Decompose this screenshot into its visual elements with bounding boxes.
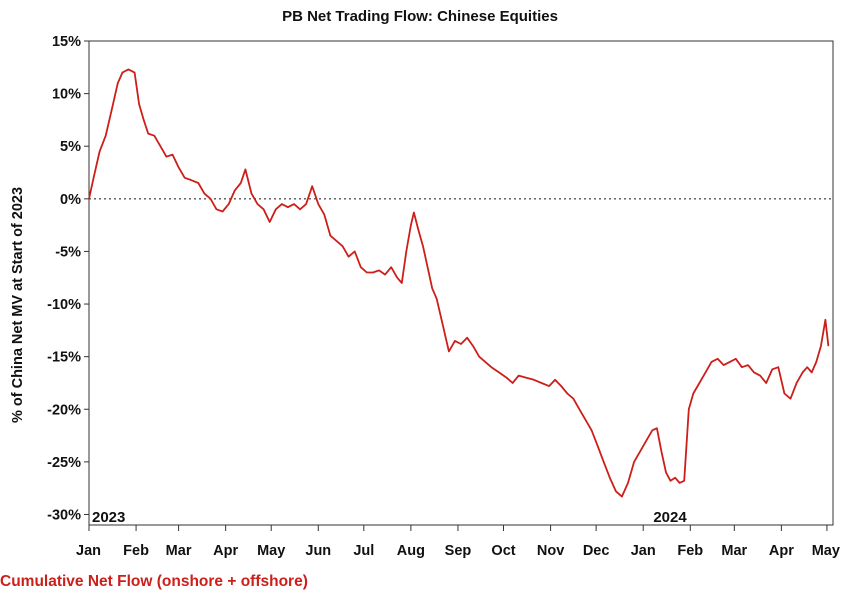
- x-tick-label: Mar: [721, 543, 747, 559]
- x-tick-label: Aug: [397, 543, 425, 559]
- x-tick-label: Jan: [76, 543, 101, 559]
- x-tick-label: May: [257, 543, 285, 559]
- x-tick-label: Jun: [305, 543, 331, 559]
- x-tick-label: Nov: [537, 543, 564, 559]
- x-tick-label: Feb: [123, 543, 149, 559]
- x-tick-label: Apr: [213, 543, 238, 559]
- year-label-2024: 2024: [653, 509, 687, 526]
- x-tick-label: Sep: [445, 543, 472, 559]
- y-tick-label: -30%: [47, 507, 81, 523]
- y-tick-label: 5%: [60, 139, 81, 155]
- chart-title: PB Net Trading Flow: Chinese Equities: [282, 8, 558, 25]
- y-tick-label: -20%: [47, 402, 81, 418]
- x-tick-label: Oct: [491, 543, 515, 559]
- y-tick-label: 10%: [52, 87, 81, 103]
- x-tick-label: Mar: [166, 543, 192, 559]
- x-tick-label: May: [812, 543, 840, 559]
- x-tick-label: Dec: [583, 543, 610, 559]
- year-label-2023: 2023: [92, 509, 125, 526]
- x-tick-label: Jan: [631, 543, 656, 559]
- legend-series-label: Cumulative Net Flow (onshore + offshore): [0, 573, 308, 590]
- y-tick-label: -10%: [47, 297, 81, 313]
- series-line-cumulative-net-flow: [88, 68, 830, 498]
- x-tick-label: Apr: [769, 543, 794, 559]
- x-tick-label: Jul: [353, 543, 374, 559]
- y-tick-label: 0%: [60, 192, 81, 208]
- y-axis-title: % of China Net MV at Start of 2023: [10, 187, 26, 423]
- y-tick-label: -15%: [47, 350, 81, 366]
- plot-frame: [88, 40, 834, 526]
- x-axis: Jan Feb Mar Apr May Jun Jul Aug Sep Oct Nov Dec Jan F…: [76, 525, 840, 559]
- y-axis: 15% 10% 5% 0% -5% -10% -15% -20% -25% -30%: [47, 34, 89, 523]
- x-tick-label: Feb: [677, 543, 703, 559]
- y-tick-label: 15%: [52, 34, 81, 50]
- y-tick-label: -5%: [55, 244, 81, 260]
- y-tick-label: -25%: [47, 455, 81, 471]
